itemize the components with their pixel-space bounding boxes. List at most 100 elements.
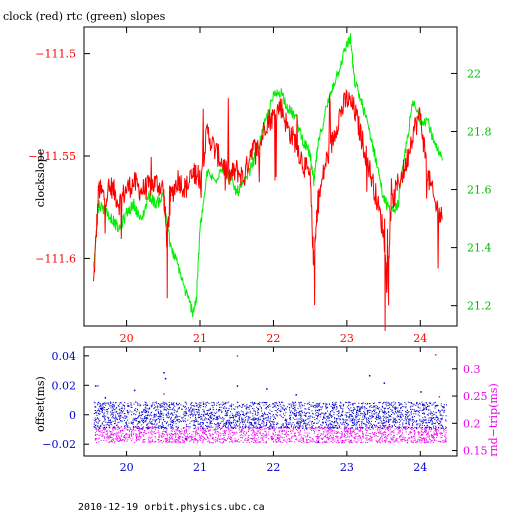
offset-point bbox=[429, 420, 431, 422]
offset-point bbox=[419, 418, 421, 420]
offset-point bbox=[265, 425, 267, 427]
offset-point bbox=[185, 409, 187, 411]
offset-point bbox=[173, 412, 175, 414]
offset-point bbox=[336, 407, 338, 409]
rndtrip-point bbox=[350, 430, 351, 432]
offset-point bbox=[220, 406, 222, 408]
rndtrip-point bbox=[242, 435, 244, 437]
offset-point bbox=[206, 412, 208, 414]
offset-point bbox=[96, 418, 98, 420]
offset-point bbox=[219, 426, 221, 428]
offset-point bbox=[225, 408, 227, 410]
offset-point bbox=[134, 409, 136, 411]
offset-point bbox=[393, 413, 395, 415]
offset-point bbox=[340, 402, 342, 404]
offset-point bbox=[437, 419, 439, 421]
rndtrip-point bbox=[418, 431, 420, 433]
offset-point bbox=[347, 406, 349, 408]
rndtrip-point bbox=[419, 439, 421, 441]
rndtrip-point bbox=[408, 437, 410, 439]
offset-point bbox=[359, 409, 361, 411]
rndtrip-point bbox=[103, 436, 105, 438]
rndtrip-point bbox=[360, 439, 362, 441]
rndtrip-point bbox=[253, 439, 255, 441]
offset-point bbox=[233, 417, 234, 419]
rndtrip-point bbox=[350, 439, 352, 441]
offset-point bbox=[362, 402, 364, 404]
offset-point bbox=[118, 406, 120, 407]
rndtrip-point bbox=[201, 434, 202, 436]
rndtrip-point bbox=[150, 441, 152, 443]
offset-point bbox=[319, 409, 321, 411]
offset-point bbox=[208, 402, 210, 404]
offset-point bbox=[190, 411, 192, 413]
offset-point bbox=[103, 402, 105, 404]
rndtrip-point bbox=[248, 428, 250, 430]
offset-point bbox=[407, 401, 409, 403]
offset-point bbox=[409, 422, 411, 424]
offset-point bbox=[440, 413, 442, 415]
offset-point bbox=[385, 418, 387, 420]
offset-point bbox=[437, 404, 438, 406]
offset-point bbox=[304, 408, 306, 410]
rndtrip-point bbox=[196, 442, 198, 444]
offset-point bbox=[369, 406, 371, 408]
offset-point bbox=[254, 421, 256, 423]
rndtrip-point bbox=[443, 431, 445, 433]
offset-point bbox=[387, 408, 389, 409]
rndtrip-point bbox=[174, 433, 176, 435]
offset-point bbox=[212, 402, 214, 404]
rndtrip-point bbox=[377, 442, 379, 444]
offset-point bbox=[214, 404, 215, 406]
rndtrip-point bbox=[193, 441, 195, 443]
offset-point bbox=[264, 413, 266, 415]
offset-point bbox=[94, 406, 96, 408]
rndtrip-point bbox=[385, 435, 387, 437]
rndtrip-point bbox=[325, 437, 327, 439]
rndtrip-point bbox=[369, 433, 371, 435]
rndtrip-point bbox=[111, 431, 113, 433]
rndtrip-point bbox=[430, 428, 432, 430]
rndtrip-point bbox=[106, 431, 108, 433]
rndtrip-point bbox=[345, 437, 347, 439]
offset-point bbox=[274, 418, 276, 420]
offset-point bbox=[124, 417, 126, 419]
offset-point bbox=[191, 413, 193, 415]
offset-point bbox=[176, 402, 178, 404]
rndtrip-point bbox=[366, 435, 368, 437]
rndtrip-point bbox=[432, 435, 433, 437]
rndtrip-point bbox=[415, 441, 416, 443]
rndtrip-point bbox=[137, 436, 139, 437]
rndtrip-point bbox=[143, 439, 145, 440]
offset-point bbox=[317, 403, 319, 405]
offset-point bbox=[276, 415, 278, 417]
offset-point bbox=[276, 412, 278, 414]
rndtrip-point bbox=[137, 436, 139, 438]
offset-point bbox=[273, 421, 275, 423]
rndtrip-point bbox=[364, 437, 366, 439]
offset-point bbox=[421, 426, 423, 428]
offset-point bbox=[290, 406, 292, 408]
offset-point bbox=[405, 426, 407, 428]
offset-point bbox=[307, 424, 309, 426]
rndtrip-point bbox=[224, 439, 226, 440]
offset-point bbox=[125, 421, 127, 423]
rndtrip-point bbox=[322, 433, 324, 435]
offset-point bbox=[137, 409, 139, 411]
offset-point bbox=[177, 427, 179, 429]
offset-point bbox=[417, 410, 419, 412]
rndtrip-point bbox=[283, 427, 285, 429]
offset-point bbox=[249, 405, 251, 406]
rndtrip-point bbox=[436, 432, 438, 434]
rndtrip-point bbox=[169, 441, 171, 443]
rndtrip-point bbox=[214, 432, 216, 434]
offset-point bbox=[426, 404, 428, 406]
rndtrip-point bbox=[341, 435, 343, 437]
offset-point bbox=[160, 412, 162, 414]
rndtrip-point bbox=[281, 436, 283, 438]
offset-point bbox=[233, 426, 235, 428]
rndtrip-point bbox=[140, 436, 142, 438]
rndtrip-point bbox=[396, 427, 398, 429]
rndtrip-point bbox=[326, 434, 328, 436]
offset-point bbox=[156, 403, 158, 405]
